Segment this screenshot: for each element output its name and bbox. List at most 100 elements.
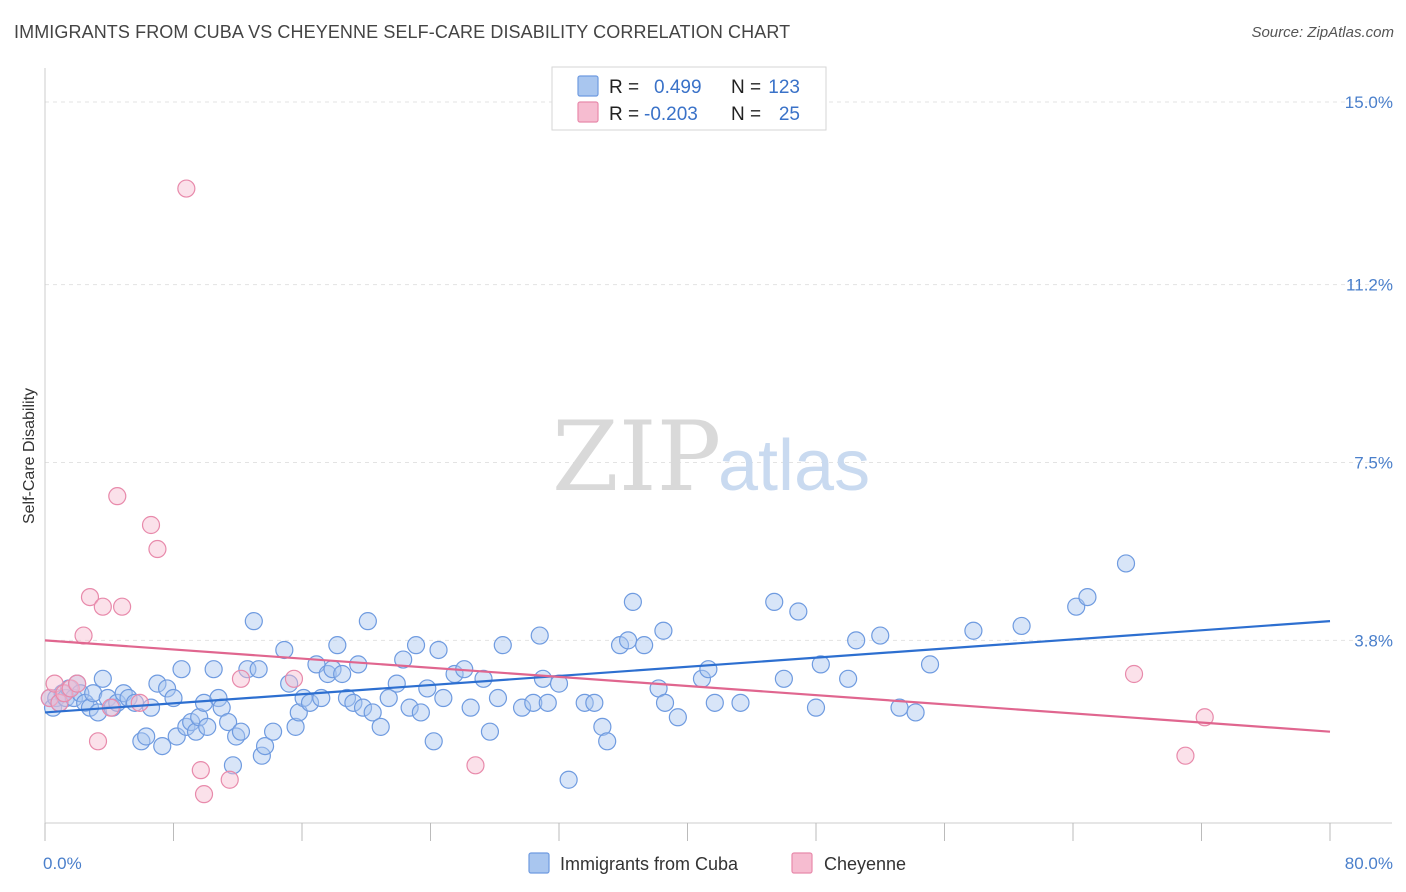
point-cuba xyxy=(559,770,578,789)
chart-source: Source: ZipAtlas.com xyxy=(1251,24,1394,41)
point-cheyenne xyxy=(1124,664,1144,684)
chart-title: IMMIGRANTS FROM CUBA VS CHEYENNE SELF-CA… xyxy=(14,22,791,42)
legend-n-label-cheyenne: N = xyxy=(731,104,761,125)
legend: R = 0.499 N = 123 R = -0.203 N = 25 xyxy=(551,66,827,131)
point-cuba xyxy=(839,669,858,688)
point-cuba xyxy=(575,693,594,712)
point-cuba xyxy=(379,688,398,708)
legend-r-label-cuba: R = xyxy=(609,77,639,98)
point-cheyenne xyxy=(194,785,214,804)
point-cuba xyxy=(223,756,243,775)
point-cuba xyxy=(219,712,238,732)
point-cuba xyxy=(654,621,673,640)
point-cuba xyxy=(920,655,940,674)
data-points xyxy=(40,179,1214,804)
y-tick-label: 15.0% xyxy=(1345,93,1393,112)
point-cuba xyxy=(418,679,437,698)
point-cuba xyxy=(358,612,377,631)
point-cuba xyxy=(84,684,103,703)
point-cuba xyxy=(353,698,373,717)
point-cuba xyxy=(167,727,186,746)
point-cuba xyxy=(488,688,508,708)
point-cuba xyxy=(906,703,925,722)
point-cheyenne xyxy=(108,487,127,506)
point-cuba xyxy=(811,655,830,674)
point-cuba xyxy=(429,640,448,660)
point-cheyenne xyxy=(177,179,196,198)
legend-swatch-cuba xyxy=(577,75,599,97)
bottom-legend-label-cuba: Immigrants from Cuba xyxy=(560,854,739,874)
point-cuba xyxy=(585,693,604,712)
point-cuba xyxy=(765,592,784,612)
point-cuba xyxy=(255,736,275,756)
point-cheyenne xyxy=(80,587,100,607)
point-cuba xyxy=(406,636,426,655)
point-cuba xyxy=(204,660,223,679)
trend-line-cheyenne xyxy=(44,639,1331,733)
point-cuba xyxy=(424,732,443,751)
point-cuba xyxy=(731,693,750,712)
point-cuba xyxy=(286,717,305,736)
watermark-atlas: atlas xyxy=(718,426,870,506)
point-cuba xyxy=(263,722,283,741)
point-cuba xyxy=(598,732,617,751)
y-tick-label: 7.5% xyxy=(1354,454,1393,473)
point-cuba xyxy=(328,636,347,655)
point-cuba xyxy=(153,736,172,756)
point-cuba xyxy=(847,631,866,650)
point-cuba xyxy=(964,621,983,640)
y-axis-title: Self-Care Disability xyxy=(21,388,38,524)
bottom-legend-swatch-cheyenne xyxy=(791,852,813,874)
point-cuba xyxy=(344,693,363,712)
point-cuba xyxy=(774,669,793,688)
point-cuba xyxy=(71,684,90,703)
point-cheyenne xyxy=(284,669,304,688)
trend-lines xyxy=(44,620,1331,733)
x-tick-label: 0.0% xyxy=(43,854,82,873)
point-cuba xyxy=(411,703,430,722)
point-cuba xyxy=(530,626,549,645)
legend-swatch-cheyenne xyxy=(577,101,599,123)
point-cheyenne xyxy=(191,761,210,780)
point-cheyenne xyxy=(231,669,251,688)
legend-n-value-cuba: 123 xyxy=(768,77,800,98)
point-cheyenne xyxy=(112,597,132,616)
point-cheyenne xyxy=(130,693,149,712)
bottom-legend: Immigrants from Cuba Cheyenne xyxy=(528,852,906,874)
point-cuba xyxy=(93,669,112,688)
axes xyxy=(44,68,1392,841)
point-cuba xyxy=(186,722,206,741)
point-cuba xyxy=(1012,616,1031,636)
x-tick-label: 80.0% xyxy=(1345,854,1393,873)
point-cheyenne xyxy=(68,674,87,693)
point-cuba xyxy=(333,664,352,684)
point-cuba xyxy=(434,688,453,708)
point-cheyenne xyxy=(148,539,167,559)
point-cuba xyxy=(474,669,493,688)
point-cuba xyxy=(249,660,268,679)
point-cheyenne xyxy=(74,626,93,645)
point-cuba xyxy=(618,631,638,650)
point-cuba xyxy=(493,636,512,655)
legend-r-value-cuba: 0.499 xyxy=(654,77,702,98)
point-cuba xyxy=(157,679,177,698)
point-cuba xyxy=(655,693,675,712)
point-cuba xyxy=(635,636,654,655)
point-cuba xyxy=(198,717,217,736)
point-cuba xyxy=(148,674,167,693)
legend-n-label-cuba: N = xyxy=(731,77,761,98)
point-cheyenne xyxy=(40,688,59,708)
watermark-zip: ZIP xyxy=(552,401,721,513)
point-cuba xyxy=(1116,554,1136,573)
point-cuba xyxy=(394,650,413,669)
point-cuba xyxy=(209,688,228,708)
watermark: ZIP atlas xyxy=(552,401,870,513)
y-tick-label: 11.2% xyxy=(1346,276,1393,295)
point-cuba xyxy=(533,669,553,688)
point-cuba xyxy=(789,602,808,621)
point-cuba xyxy=(512,698,532,717)
point-cuba xyxy=(137,727,156,746)
point-cheyenne xyxy=(88,732,108,751)
point-cuba xyxy=(387,674,406,693)
point-cuba xyxy=(668,708,687,727)
